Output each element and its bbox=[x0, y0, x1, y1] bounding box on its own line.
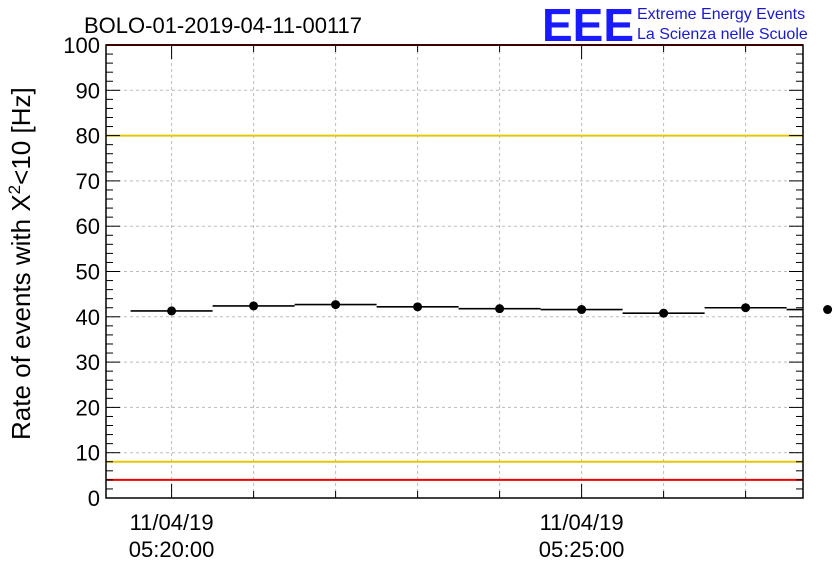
x-tick-date: 11/04/19 bbox=[540, 510, 624, 535]
y-axis-label-sup: 2 bbox=[5, 185, 24, 194]
data-point bbox=[741, 303, 751, 313]
y-tick-label: 20 bbox=[76, 395, 100, 420]
chart-title: BOLO-01-2019-04-11-00117 bbox=[84, 13, 362, 38]
data-point bbox=[659, 308, 669, 318]
y-tick-label: 50 bbox=[76, 260, 100, 285]
logo-line-1: Extreme Energy Events bbox=[637, 6, 805, 23]
logo-line-2: La Scienza nelle Scuole bbox=[637, 26, 808, 43]
y-tick-label: 80 bbox=[76, 124, 100, 149]
data-series bbox=[130, 300, 833, 318]
y-axis-label-chi: X bbox=[6, 194, 36, 211]
y-tick-label: 30 bbox=[76, 350, 100, 375]
y-tick-label: 10 bbox=[76, 441, 100, 466]
y-tick-labels: 0 10 20 30 40 50 60 70 80 90 100 bbox=[63, 33, 100, 511]
data-point bbox=[495, 304, 505, 314]
y-tick-label: 90 bbox=[76, 78, 100, 103]
x-tick-date: 11/04/19 bbox=[130, 510, 214, 535]
y-tick-label: 100 bbox=[63, 33, 100, 58]
y-tick-label: 40 bbox=[76, 305, 100, 330]
y-axis-label: Rate of events with X2<10 [Hz] bbox=[5, 87, 36, 440]
x-tick-time: 05:20:00 bbox=[129, 537, 215, 562]
data-point bbox=[577, 305, 587, 315]
data-point bbox=[823, 305, 833, 315]
x-tick-time: 05:25:00 bbox=[539, 537, 625, 562]
y-axis-label-suffix: <10 [Hz] bbox=[6, 87, 36, 185]
eee-logo: EEE Extreme Energy Events La Scienza nel… bbox=[542, 0, 808, 51]
data-point bbox=[413, 302, 423, 312]
y-tick-label: 0 bbox=[88, 486, 100, 511]
y-tick-label: 70 bbox=[76, 169, 100, 194]
data-point bbox=[167, 306, 177, 316]
data-point bbox=[331, 300, 341, 310]
data-point bbox=[249, 301, 259, 311]
y-axis-label-prefix: Rate of events with bbox=[6, 212, 36, 440]
axes-ticks bbox=[106, 44, 803, 499]
y-tick-label: 60 bbox=[76, 214, 100, 239]
logo-letters: EEE bbox=[542, 0, 634, 51]
grid-lines bbox=[106, 45, 803, 498]
reference-lines bbox=[106, 44, 803, 481]
